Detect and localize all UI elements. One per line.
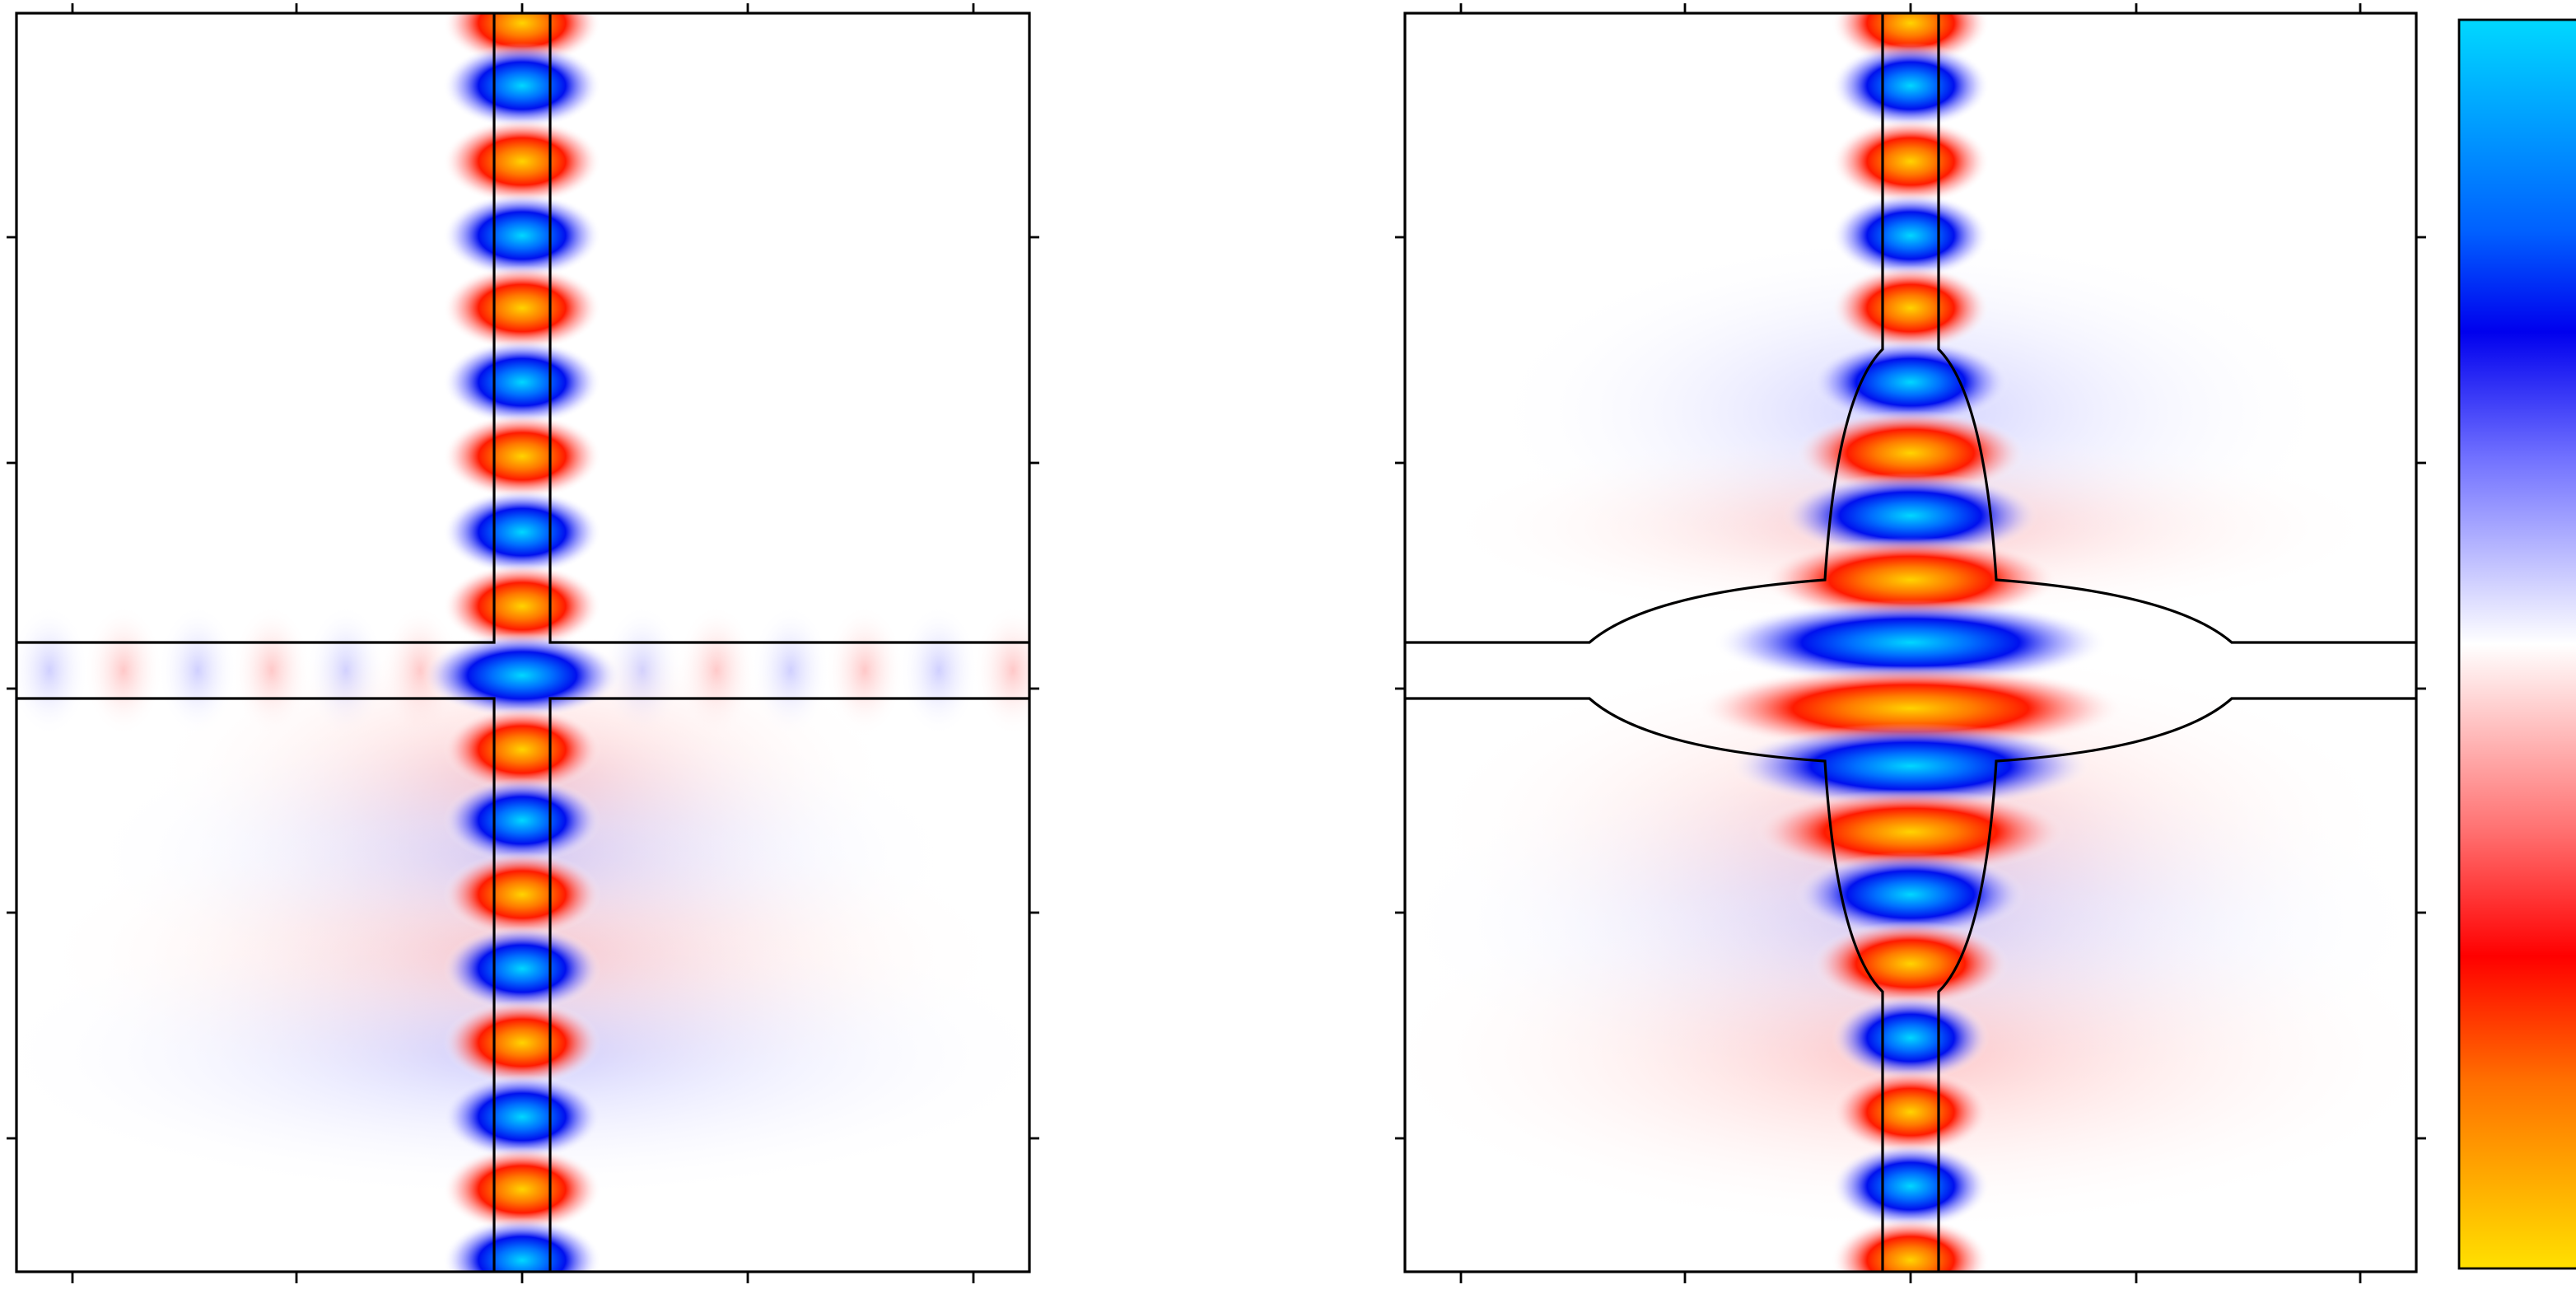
mode-lobe bbox=[1713, 600, 2108, 685]
mode-lobe bbox=[1696, 666, 2125, 751]
mode-lobe bbox=[423, 633, 621, 718]
mode-lobe bbox=[443, 265, 601, 351]
mode-lobe bbox=[1832, 995, 1990, 1081]
waveguide-right bbox=[1405, 13, 2416, 1272]
mode-lobe bbox=[443, 707, 601, 792]
mode-lobe bbox=[443, 193, 601, 278]
ripple bbox=[84, 605, 163, 736]
mode-lobe bbox=[443, 339, 601, 425]
mode-lobe bbox=[443, 852, 601, 937]
mode-lobe bbox=[1812, 921, 2009, 1007]
mode-lobe bbox=[1832, 1217, 1990, 1272]
colorbar bbox=[2457, 18, 2576, 1270]
ticks bbox=[7, 3, 2426, 1283]
mode-lobe bbox=[443, 413, 601, 499]
mode-lobe bbox=[1754, 789, 2067, 875]
mode-lobe bbox=[443, 563, 601, 649]
mode-lobe bbox=[1795, 852, 2026, 937]
mode-lobe bbox=[443, 1217, 601, 1272]
mode-lobe bbox=[1812, 339, 2009, 425]
mode-lobe bbox=[1762, 537, 2059, 623]
ripple bbox=[899, 605, 978, 736]
ripple bbox=[973, 605, 1029, 736]
ripple bbox=[16, 605, 89, 736]
mode-lobe bbox=[443, 778, 601, 863]
mode-lobe bbox=[443, 1000, 601, 1086]
waveguide-left bbox=[16, 13, 1029, 1272]
mode-lobe bbox=[443, 926, 601, 1011]
mode-lobe bbox=[1832, 1069, 1990, 1155]
mode-lobe bbox=[1795, 410, 2026, 496]
field-right bbox=[1405, 13, 2416, 1272]
mode-lobe bbox=[1832, 265, 1990, 351]
mode-lobe bbox=[443, 43, 601, 128]
mode-lobe bbox=[443, 1147, 601, 1232]
mode-lobe bbox=[1832, 1143, 1990, 1229]
mode-lobe bbox=[1782, 473, 2039, 558]
mode-lobe bbox=[443, 119, 601, 204]
mode-lobe bbox=[443, 1074, 601, 1160]
field-left bbox=[16, 13, 1029, 1272]
mode-lobe bbox=[1832, 43, 1990, 128]
mode-lobe bbox=[1832, 193, 1990, 278]
mode-lobe bbox=[443, 489, 601, 575]
mode-lobe bbox=[1832, 119, 1990, 204]
mode-lobe bbox=[1729, 723, 2092, 809]
